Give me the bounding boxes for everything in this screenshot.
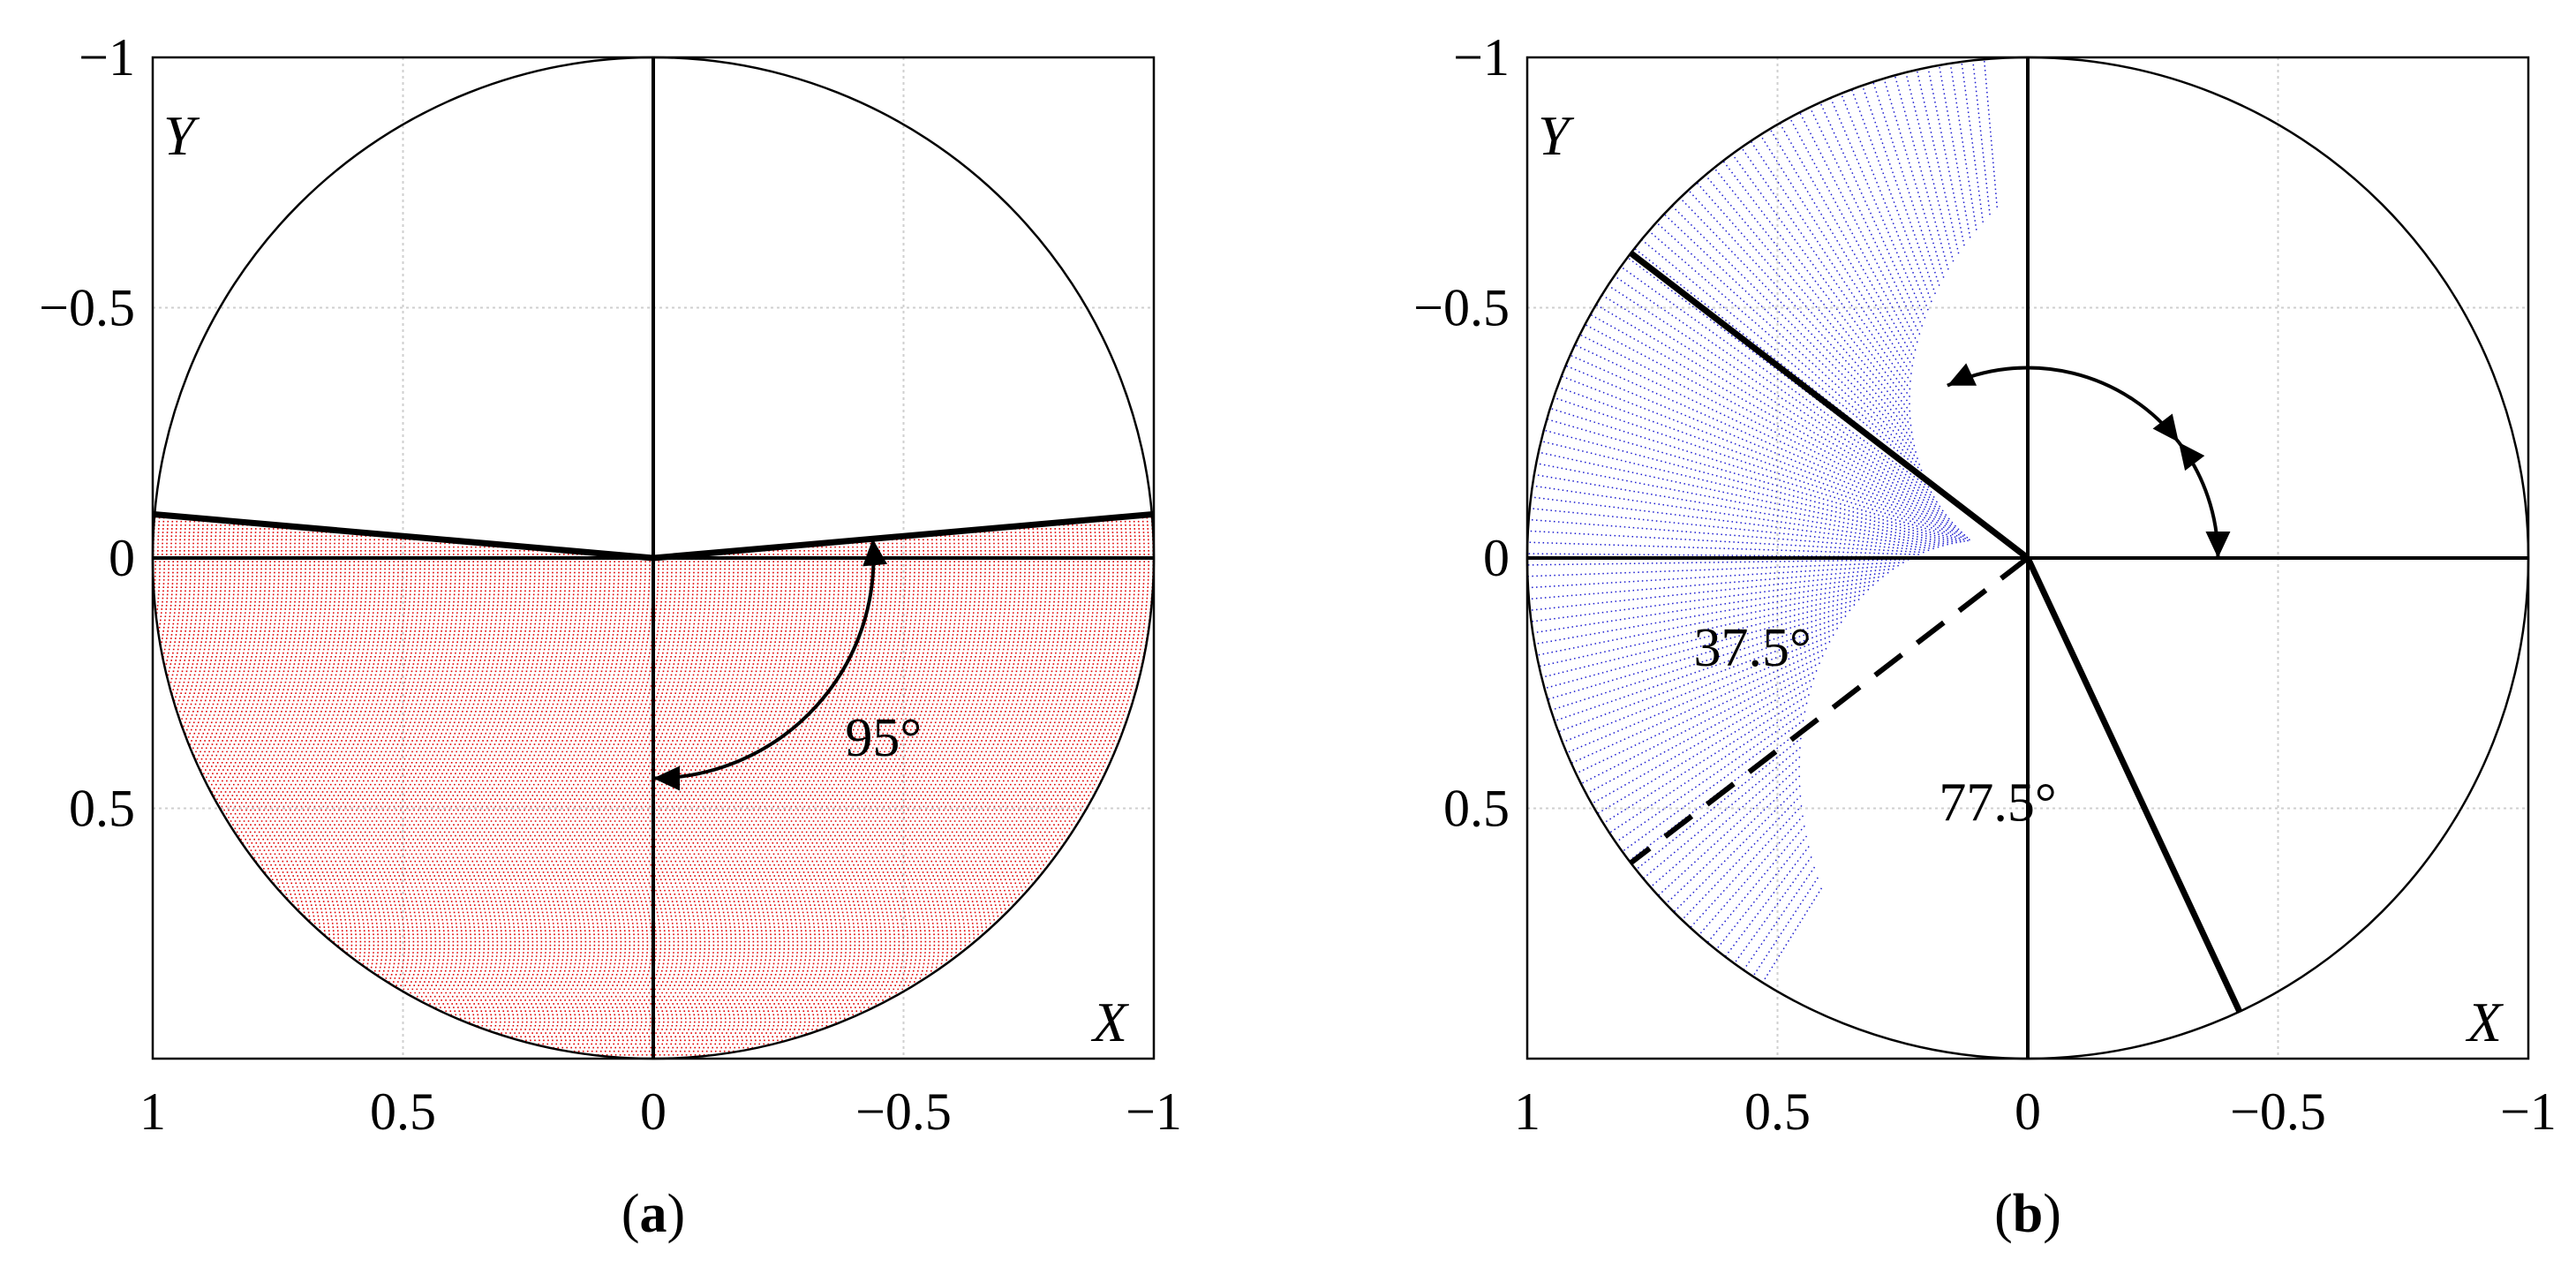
panel-a-label: (a) (621, 1184, 685, 1244)
panel-b-x-axis-label: X (2465, 991, 2504, 1053)
panel-a-x-tick-label: 1 (139, 1082, 166, 1141)
panel-b: 37.5° 77.5° 1 0.5 0 −0.5 −1 −1 −0.5 0 0.5 X Y (1413, 28, 2557, 1141)
panel-b-y-tick-label: −1 (1453, 28, 1510, 87)
panel-b-x-tick-label: 0 (2015, 1082, 2041, 1141)
panel-a-y-tick-label: 0.5 (69, 780, 135, 838)
panel-a-x-tick-label: −0.5 (855, 1082, 952, 1141)
panel-b-angle-arc (1947, 366, 2181, 444)
panel-b-y-tick-label: 0 (1483, 529, 1510, 587)
panel-a-y-tick-label: 0 (109, 529, 135, 587)
panel-a-y-axis-label: Y (163, 104, 200, 167)
panel-a-angle-label: 95° (845, 708, 922, 768)
panel-b-x-tick-label: 0.5 (1744, 1082, 1811, 1141)
panel-a: 95° 1 0.5 0 −0.5 −1 −1 −0.5 0 0.5 X Y (39, 28, 1182, 1141)
panel-b-x-tick-label: −0.5 (2230, 1082, 2326, 1141)
panel-a-x-tick-label: 0.5 (370, 1082, 436, 1141)
panel-b-fill (1527, 59, 1999, 984)
panel-a-y-tick-label: −1 (79, 28, 135, 87)
panel-b-x-tick-label: 1 (1514, 1082, 1540, 1141)
panel-a-arrowhead (862, 539, 888, 567)
panel-b-arrowhead (2205, 532, 2231, 558)
panel-a-y-tick-label: −0.5 (39, 279, 135, 337)
panel-a-arrowhead (653, 765, 680, 791)
panel-a-angle-arc (652, 539, 876, 781)
panel-b-y-tick-label: 0.5 (1443, 780, 1510, 838)
panel-b-angle-label: 77.5° (1939, 773, 2056, 833)
panel-b-x-tick-label: −1 (2500, 1082, 2557, 1141)
panel-b-arrowhead (2152, 413, 2179, 442)
panel-a-x-tick-label: −1 (1126, 1082, 1182, 1141)
panel-b-boundary-line (1629, 250, 2030, 561)
panel-a-boundary-line (652, 510, 1155, 562)
panel-a-x-axis-label: X (1090, 991, 1130, 1053)
panel-b-y-axis-label: Y (1538, 104, 1575, 167)
panel-b-boundary-line (2024, 556, 2243, 1014)
panel-b-label: (b) (1994, 1184, 2061, 1244)
panel-b-angle-label: 37.5° (1694, 618, 1811, 678)
panel-b-y-tick-label: −0.5 (1413, 279, 1510, 337)
panel-a-boundary-line (152, 510, 654, 562)
panel-b-dashed-line (1629, 555, 2030, 865)
panel-a-x-tick-label: 0 (640, 1082, 667, 1141)
panel-b-arrowhead (2178, 441, 2205, 471)
panel-b-arrowhead (1947, 363, 1977, 386)
